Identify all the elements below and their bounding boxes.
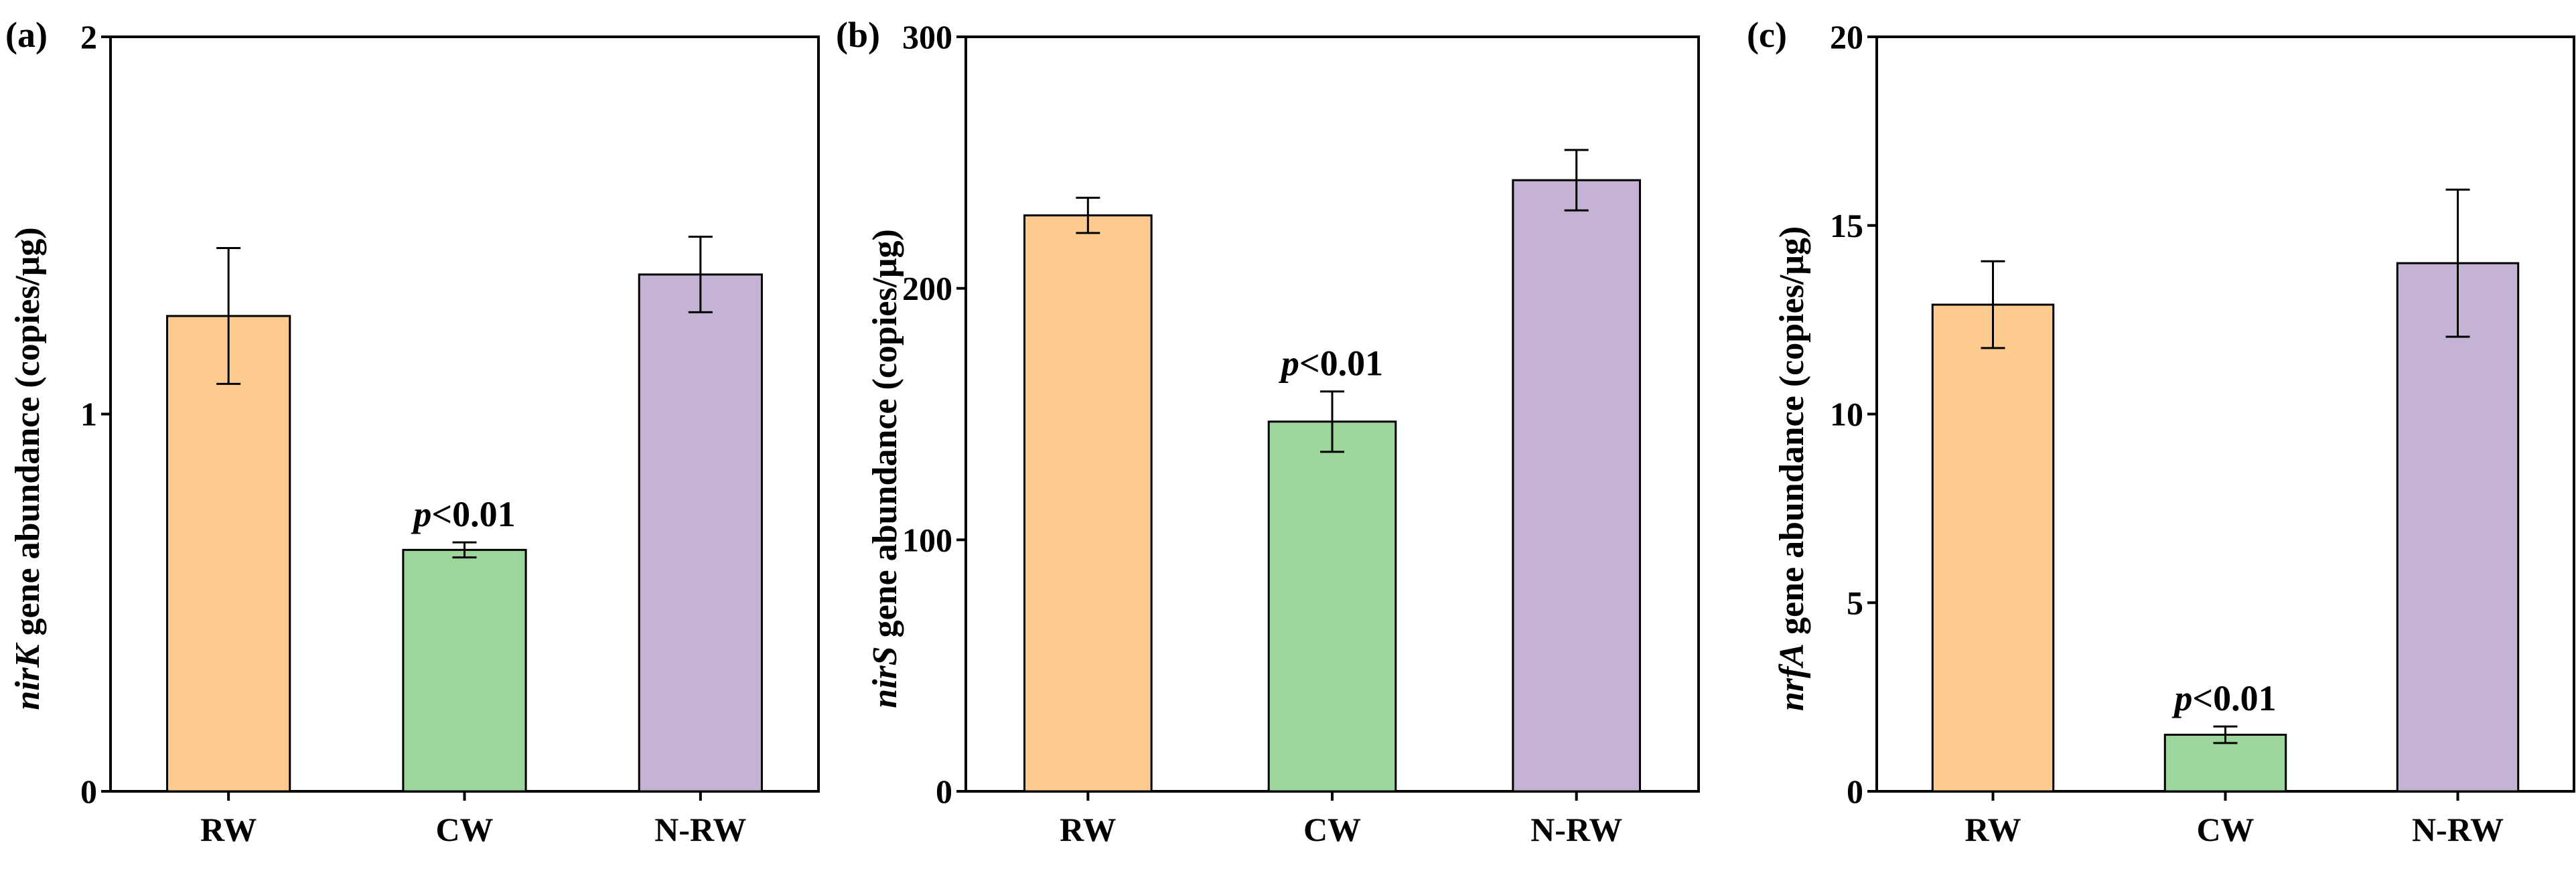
panel-a-y-axis-label-gene: nirK [9,642,47,710]
panel-b-y-tick-label: 0 [936,773,952,810]
panel-c-significance-p: p [2171,678,2192,718]
panel-a-y-tick-label: 1 [80,396,97,433]
panel-b-significance-p: p [1279,343,1299,384]
panel-c-y-tick-label: 0 [1847,773,1863,810]
panel-c-significance-label: p<0.01 [2171,678,2276,718]
panel-c-bar-cw [2163,733,2287,793]
panel-c-x-tick-label-n-rw: N-RW [2412,811,2504,848]
panel-a-significance-p: p [411,494,431,534]
panel-a-x-tick-label-rw: RW [200,811,257,848]
panel-c: (c) nrfA gene abundance (copies/μg) 0 5 10… [1747,15,2575,848]
panel-b-x-tick-label-rw: RW [1060,811,1116,848]
panel-a-y-axis-label: nirK gene abundance (copies/μg) [9,227,47,710]
panel-a-y-tick-label: 2 [80,18,97,56]
panel-c-y-axis-label-rest: gene abundance (copies/μg) [1773,226,1811,643]
panel-a-x-tick-label-cw: CW [435,811,493,848]
panel-b-x-tick-label-n-rw: N-RW [1530,811,1622,848]
panel-c-y-axis-label: nrfA gene abundance (copies/μg) [1773,226,1811,711]
panel-b-y-axis-label: nirS gene abundance (copies/μg) [866,229,904,708]
panel-a-bar-cw [402,548,527,793]
panel-b-y-axis-label-gene: nirS [866,646,904,708]
panel-b-x-tick-label-cw: CW [1303,811,1361,848]
panel-b: (b) nirS gene abundance (copies/μg) 0 100… [836,15,1700,848]
panel-c-y-tick-label: 15 [1830,207,1863,244]
panel-a-y-tick-label: 0 [80,773,97,810]
panel-c-y-tick-label: 20 [1830,18,1863,56]
panel-a-significance-label: p<0.01 [411,494,515,534]
panel-b-significance-value: <0.01 [1299,343,1383,384]
panel-b-y-tick-label: 100 [902,521,952,558]
panel-c-significance-value: <0.01 [2192,678,2276,718]
panel-c-bar-n-rw [2396,262,2520,793]
panel-a-plot-area: 0 1 2 RW CW p<0.01 N-RW [80,18,820,848]
panel-a-x-tick-label-n-rw: N-RW [654,811,746,848]
panel-c-x-tick-label-rw: RW [1964,811,2021,848]
panel-a-label: (a) [5,15,48,55]
panel-b-significance-label: p<0.01 [1279,343,1383,384]
panel-b-plot-area: 0 100 200 300 RW CW p<0.01 N-RW [902,18,1700,848]
panel-b-y-tick-label: 200 [902,270,952,307]
panel-a-y-axis-label-rest: gene abundance (copies/μg) [9,227,47,644]
panel-b-bar-cw [1267,420,1397,793]
panel-c-bar-rw [1931,303,2055,793]
panel-c-label: (c) [1747,15,1787,55]
panel-a-significance-value: <0.01 [431,494,515,534]
panel-a-bar-rw [166,315,291,793]
panel-b-bar-rw [1023,214,1153,793]
panel-b-label: (b) [836,15,880,55]
panel-a: (a) nirK gene abundance (copies/μg) 0 1 2 R… [5,15,820,848]
panel-c-x-tick-label-cw: CW [2196,811,2254,848]
panel-b-bar-n-rw [1512,179,1641,793]
panel-c-y-axis-label-gene: nrfA [1773,643,1811,711]
panel-c-y-tick-label: 10 [1830,396,1863,433]
panel-c-y-tick-label: 5 [1847,584,1863,621]
panel-b-y-tick-label: 300 [902,18,952,56]
panel-b-y-axis-label-rest: gene abundance (copies/μg) [866,229,904,646]
panel-a-bar-n-rw [638,273,763,793]
panel-c-plot-area: 0 5 10 15 20 RW CW p<0.01 N-RW [1830,18,2575,848]
